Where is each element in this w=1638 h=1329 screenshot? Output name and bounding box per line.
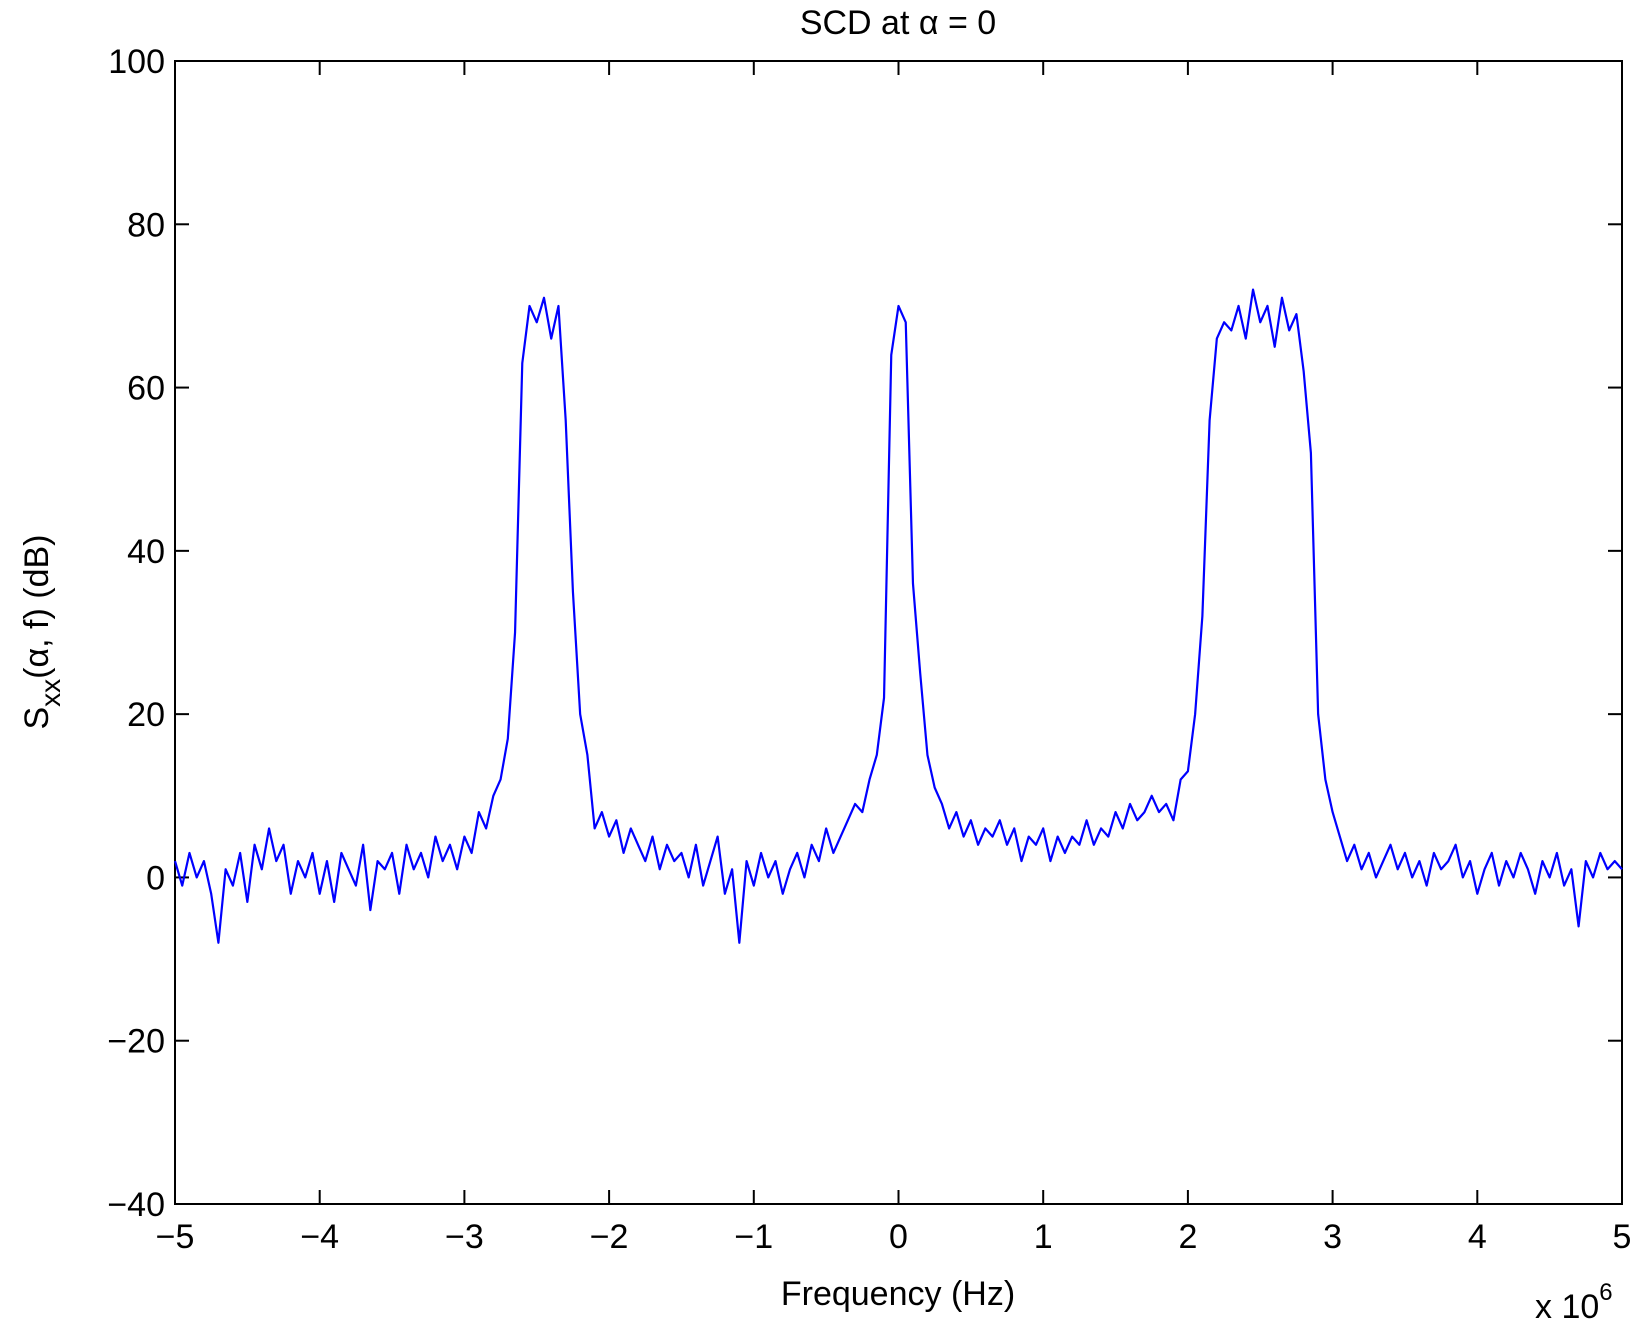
y-label-sub: xx xyxy=(35,679,66,707)
x-tick-label: 5 xyxy=(1613,1218,1632,1256)
data-line xyxy=(173,288,1623,944)
y-tick-label: 20 xyxy=(127,696,165,734)
x-tick-label: 2 xyxy=(1178,1218,1197,1256)
x-tick-label: 3 xyxy=(1323,1218,1342,1256)
y-tick-label: 60 xyxy=(127,370,165,408)
x-axis-label: Frequency (Hz) xyxy=(781,1275,1015,1313)
y-tick-label: −20 xyxy=(107,1023,165,1061)
y-axis-label: Sxx(α, f) (dB) xyxy=(18,534,66,729)
y-tick-label: 0 xyxy=(146,859,165,897)
x-tick-label: 0 xyxy=(889,1218,908,1256)
chart-title: SCD at α = 0 xyxy=(800,4,996,42)
axes-box xyxy=(174,60,1623,1205)
x-tick-label: 1 xyxy=(1034,1218,1053,1256)
y-tick-label: −40 xyxy=(107,1186,165,1224)
x-tick-label: −3 xyxy=(445,1218,484,1256)
x-tick-label: −1 xyxy=(734,1218,773,1256)
x-tick-label: 4 xyxy=(1468,1218,1487,1256)
y-label-rest: (α, f) (dB) xyxy=(18,534,56,678)
y-label-base: S xyxy=(18,707,56,730)
x-multiplier: x 106 xyxy=(1535,1279,1613,1326)
y-tick-label: 80 xyxy=(127,206,165,244)
y-tick-label: 100 xyxy=(108,43,165,81)
y-tick-label: 40 xyxy=(127,533,165,571)
x-tick-label: −5 xyxy=(156,1218,195,1256)
x-tick-label: −4 xyxy=(300,1218,339,1256)
x-tick-label: −2 xyxy=(590,1218,629,1256)
multiplier-exponent: 6 xyxy=(1599,1279,1612,1306)
multiplier-base: x 10 xyxy=(1535,1288,1599,1326)
